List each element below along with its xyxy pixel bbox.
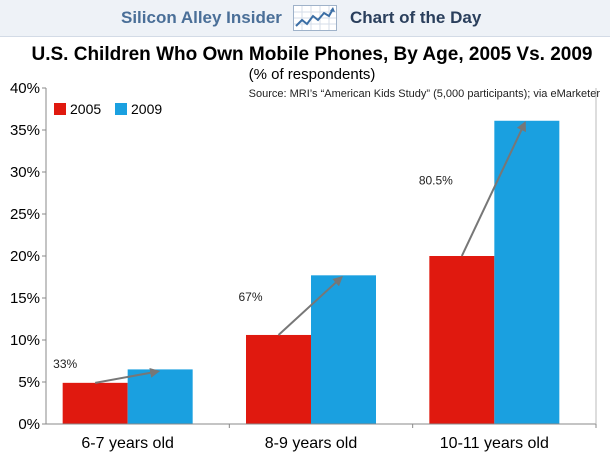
bar-2005-2 [246, 334, 311, 424]
section-name: Chart of the Day [350, 8, 482, 27]
x-category-label: 10-11 years old [440, 435, 549, 452]
legend-label-2005: 2005 [70, 101, 101, 117]
y-tick-label: 25% [10, 206, 40, 223]
y-tick-label: 20% [10, 248, 40, 265]
legend-swatch-2005 [54, 103, 66, 115]
bar-2009-1 [127, 369, 193, 424]
bar-2009-2 [311, 275, 376, 424]
y-tick-label: 0% [18, 416, 40, 433]
header-bar: Silicon Alley Insider Chart of the Day [0, 0, 610, 37]
growth-arrow [94, 367, 161, 384]
growth-arrow [460, 120, 526, 257]
legend-label-2009: 2009 [131, 101, 162, 117]
trend-chart-icon [293, 5, 337, 31]
growth-label: 80.5% [419, 173, 453, 187]
growth-arrow [277, 275, 343, 336]
legend-swatch-2009 [115, 103, 127, 115]
growth-label: 33% [53, 357, 77, 371]
bar-2009-3 [494, 120, 560, 424]
y-tick-label: 40% [10, 80, 40, 97]
y-tick-label: 30% [10, 164, 40, 181]
chart-source: Source: MRI’s “American Kids Study” (5,0… [249, 88, 601, 100]
y-tick-label: 15% [10, 290, 40, 307]
brand-name: Silicon Alley Insider [121, 8, 282, 27]
y-tick-label: 5% [18, 374, 40, 391]
y-tick-label: 35% [10, 122, 40, 139]
growth-label: 67% [238, 290, 262, 304]
legend: 2005 2009 [54, 101, 162, 117]
chart-title: U.S. Children Who Own Mobile Phones, By … [32, 44, 593, 65]
x-category-label: 6-7 years old [81, 435, 174, 452]
bar-2005-1 [62, 382, 128, 424]
x-category-label: 8-9 years old [265, 435, 358, 452]
y-tick-label: 10% [10, 332, 40, 349]
bar-2005-3 [429, 256, 495, 424]
chart-subtitle: (% of respondents) [249, 66, 376, 83]
